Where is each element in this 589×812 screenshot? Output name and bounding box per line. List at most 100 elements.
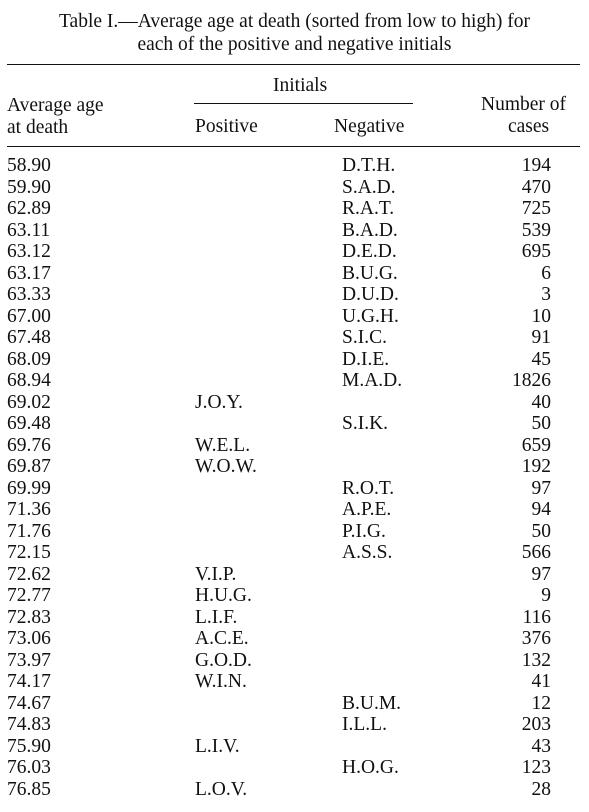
negative-initials-cell: M.A.D. (342, 370, 403, 392)
table-row: 71.36 A.P.E. 94 (0, 499, 589, 521)
age-cell: 69.48 (7, 413, 51, 435)
table-row: 73.97 G.O.D. 132 (0, 650, 589, 672)
header-rule (7, 146, 580, 147)
table-row: 69.87 W.O.W. 192 (0, 456, 589, 478)
negative-initials-cell: A.P.E. (342, 499, 392, 521)
initials-rule (194, 103, 413, 104)
table-row: 67.00 U.G.H. 10 (0, 306, 589, 328)
table-row: 62.89 R.A.T. 725 (0, 198, 589, 220)
age-cell: 72.15 (7, 542, 51, 564)
age-cell: 71.36 (7, 499, 51, 521)
table-caption: Table I.—Average age at death (sorted fr… (0, 10, 589, 56)
table-row: 72.77 H.U.G. 9 (0, 585, 589, 607)
age-cell: 68.94 (7, 370, 51, 392)
negative-initials-cell: A.S.S. (342, 542, 393, 564)
negative-initials-cell: I.L.L. (342, 714, 387, 736)
cases-cell: 1826 (512, 370, 551, 392)
positive-initials-cell: A.C.E. (195, 628, 249, 650)
positive-initials-cell: H.U.G. (195, 585, 252, 607)
cases-cell: 94 (531, 499, 552, 521)
header-age-line-1: Average age (7, 95, 104, 116)
age-cell: 63.12 (7, 241, 51, 263)
table-row: 67.48 S.I.C. 91 (0, 327, 589, 349)
age-cell: 72.62 (7, 563, 51, 585)
cases-cell: 40 (531, 391, 552, 413)
header-positive: Positive (195, 116, 258, 137)
cases-cell: 28 (531, 778, 552, 800)
cases-cell: 376 (521, 628, 551, 650)
cases-cell: 695 (521, 241, 551, 263)
cases-cell: 132 (521, 649, 551, 671)
table-row: 69.76 W.E.L. 659 (0, 435, 589, 457)
age-cell: 74.17 (7, 671, 51, 693)
table-row: 63.12 D.E.D. 695 (0, 241, 589, 263)
age-cell: 76.85 (7, 778, 51, 800)
negative-initials-cell: S.I.C. (342, 327, 387, 349)
cases-cell: 566 (521, 542, 551, 564)
cases-cell: 97 (531, 477, 552, 499)
age-cell: 74.83 (7, 714, 51, 736)
table-row: 63.17 B.U.G. 6 (0, 263, 589, 285)
age-cell: 75.90 (7, 735, 51, 757)
age-cell: 63.17 (7, 262, 51, 284)
table-row: 74.83 I.L.L. 203 (0, 714, 589, 736)
positive-initials-cell: L.I.V. (195, 735, 240, 757)
positive-initials-cell: J.O.Y. (195, 391, 243, 413)
cases-cell: 9 (541, 585, 551, 607)
cases-cell: 10 (531, 305, 552, 327)
cases-cell: 194 (521, 155, 551, 176)
age-cell: 73.97 (7, 649, 51, 671)
age-cell: 62.89 (7, 198, 51, 220)
table-row: 72.15 A.S.S. 566 (0, 542, 589, 564)
positive-initials-cell: W.E.L. (195, 434, 251, 456)
negative-initials-cell: P.I.G. (342, 520, 386, 542)
positive-initials-cell: L.O.V. (195, 778, 248, 800)
age-cell: 71.76 (7, 520, 51, 542)
cases-cell: 43 (531, 735, 552, 757)
table-row: 76.03 H.O.G. 123 (0, 757, 589, 779)
table-row: 69.02 J.O.Y. 40 (0, 392, 589, 414)
age-cell: 69.02 (7, 391, 51, 413)
header-negative: Negative (334, 116, 405, 137)
table-row: 69.99 R.O.T. 97 (0, 478, 589, 500)
age-cell: 74.67 (7, 692, 51, 714)
cases-cell: 41 (531, 671, 552, 693)
cases-cell: 6 (541, 262, 551, 284)
caption-line-1: Table I.—Average age at death (sorted fr… (59, 11, 530, 32)
table-row: 68.94 M.A.D. 1826 (0, 370, 589, 392)
cases-cell: 3 (541, 284, 551, 306)
table-row: 68.09 D.I.E. 45 (0, 349, 589, 371)
cases-cell: 116 (522, 606, 551, 628)
cases-cell: 91 (531, 327, 552, 349)
table-row: 73.06 A.C.E. 376 (0, 628, 589, 650)
age-cell: 63.33 (7, 284, 51, 306)
positive-initials-cell: G.O.D. (195, 649, 252, 671)
age-cell: 72.83 (7, 606, 51, 628)
table-row: 75.90 L.I.V. 43 (0, 736, 589, 758)
table-row: 74.67 B.U.M. 12 (0, 693, 589, 715)
age-cell: 67.48 (7, 327, 51, 349)
positive-initials-cell: W.I.N. (195, 671, 247, 693)
table-row: 58.90 D.T.H. 194 (0, 155, 589, 177)
age-cell: 72.77 (7, 585, 51, 607)
age-cell: 68.09 (7, 348, 51, 370)
cases-cell: 192 (521, 456, 551, 478)
cases-cell: 203 (521, 714, 551, 736)
positive-initials-cell: L.I.F. (195, 606, 238, 628)
positive-initials-cell: W.O.W. (195, 456, 257, 478)
cases-cell: 123 (521, 757, 551, 779)
table-row: 76.85 L.O.V. 28 (0, 779, 589, 801)
age-cell: 63.11 (7, 219, 51, 241)
negative-initials-cell: D.E.D. (342, 241, 397, 263)
header-age-line-2: at death (7, 117, 69, 138)
age-cell: 69.87 (7, 456, 51, 478)
negative-initials-cell: B.U.M. (342, 692, 402, 714)
cases-cell: 725 (521, 198, 551, 220)
negative-initials-cell: U.G.H. (342, 305, 399, 327)
negative-initials-cell: R.A.T. (342, 198, 395, 220)
age-cell: 67.00 (7, 305, 51, 327)
negative-initials-cell: B.U.G. (342, 262, 398, 284)
table-row: 63.33 D.U.D. 3 (0, 284, 589, 306)
header-initials: Initials (273, 75, 328, 96)
cases-cell: 50 (531, 413, 552, 435)
